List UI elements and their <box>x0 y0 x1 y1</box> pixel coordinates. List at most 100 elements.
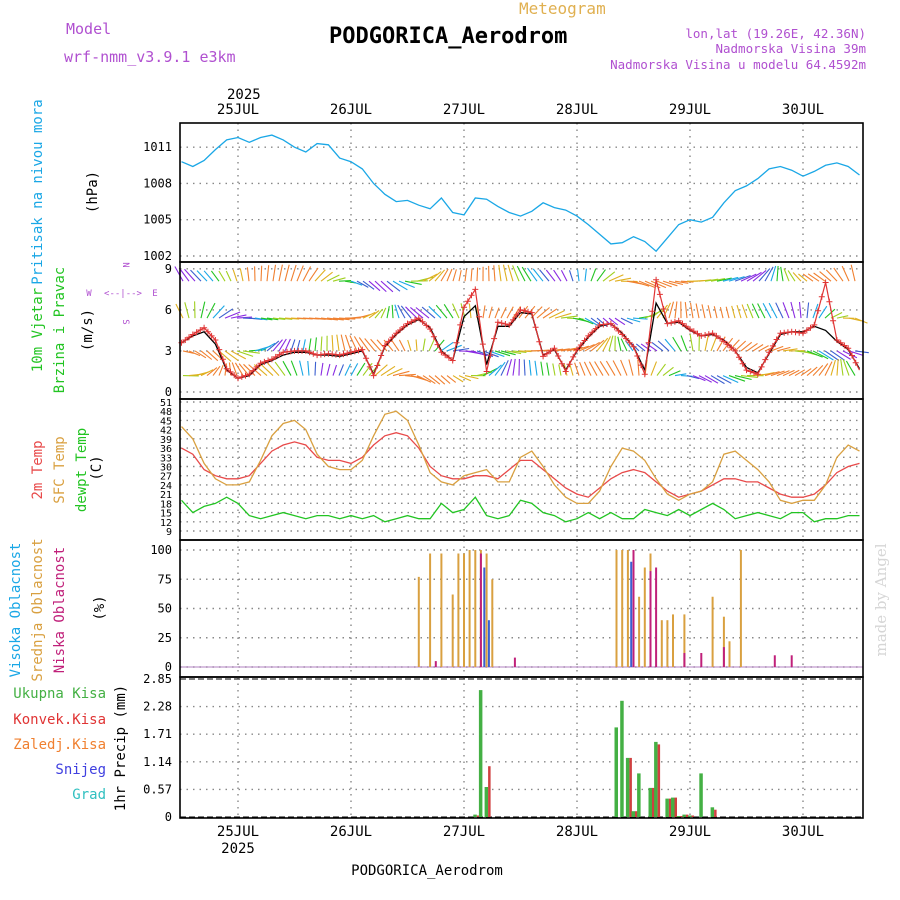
wind-speed-marker <box>378 352 385 359</box>
wind-direction-arrow <box>583 361 592 376</box>
wind-speed-marker <box>736 354 742 361</box>
wind-speed-marker <box>570 353 577 360</box>
wind-direction-arrow <box>614 317 626 326</box>
wind-direction-arrow <box>391 339 400 352</box>
precip-convective-bar <box>652 787 655 817</box>
wind-direction-arrow <box>546 362 550 376</box>
wind-direction-arrow <box>383 339 394 352</box>
wind-direction-arrow <box>182 350 194 354</box>
top-date-labels: 25JUL 26JUL 27JUL 28JUL 29JUL 30JUL <box>217 102 824 118</box>
wind-speed-marker <box>235 375 241 382</box>
wind-direction-arrow <box>746 303 754 319</box>
wind-direction-arrow <box>596 269 606 282</box>
wind-direction-arrow <box>349 335 358 352</box>
wind-speed-marker <box>498 320 505 327</box>
pressure-frame <box>179 122 864 263</box>
y-tick-label: 24 <box>160 481 172 492</box>
wind-direction-arrow <box>174 266 184 282</box>
wind-direction-arrow <box>728 339 740 352</box>
year-bottom: 2025 <box>221 841 255 857</box>
precip-total-bar <box>625 757 630 817</box>
wind-speed-marker <box>231 372 238 379</box>
wind-direction-arrow <box>502 264 508 282</box>
wind-speed-marker <box>811 321 818 328</box>
wind-direction-arrow <box>332 364 338 376</box>
wind-direction-arrow <box>212 305 225 319</box>
precip-convective-bar <box>714 809 717 817</box>
y-tick-label: 36 <box>160 444 172 455</box>
wind-direction-arrow <box>254 317 268 321</box>
wind-direction-arrow <box>628 359 634 376</box>
wind-direction-arrow <box>443 304 454 319</box>
precip-total-bar <box>682 814 686 817</box>
wind-speed-marker <box>351 348 358 355</box>
wind-direction-arrow <box>638 280 655 288</box>
wind-direction-arrow <box>206 302 216 319</box>
wind-direction-arrow <box>374 364 388 376</box>
wind-direction-arrow <box>608 317 619 326</box>
wind-speed-marker <box>348 349 354 356</box>
pressure-panel: Pritisak na nivou mora (hPa) 10021005100… <box>30 99 864 285</box>
wind-direction-arrow <box>494 361 506 376</box>
wind-direction-arrow <box>380 307 387 319</box>
wind-direction-arrow <box>224 350 239 362</box>
wind-direction-arrow <box>482 367 498 377</box>
wind-speed-marker <box>638 362 644 369</box>
wind-direction-arrow <box>813 272 826 282</box>
wind-direction-arrow <box>446 344 462 352</box>
y-tick-label: 30 <box>160 463 172 474</box>
y-tick-label: 1002 <box>143 249 172 263</box>
wind-direction-arrow <box>569 363 574 376</box>
wind-speed-marker <box>310 350 317 357</box>
wind-speed-marker <box>728 344 735 351</box>
wind-speed-marker <box>419 318 426 325</box>
wind-direction-arrow <box>845 360 856 376</box>
wind-direction-arrow <box>850 264 856 282</box>
wind-speed-marker <box>762 356 769 363</box>
wind-speed-marker <box>257 360 264 367</box>
wind-direction-arrow <box>326 363 331 376</box>
wind-direction-arrow <box>602 336 611 352</box>
wind-direction-arrow <box>752 269 767 282</box>
wind-direction-arrow <box>523 359 526 376</box>
wind-direction-arrow <box>656 304 668 319</box>
wind-direction-arrow <box>728 375 746 382</box>
wind-direction-arrow <box>332 317 350 321</box>
y-tick-label: 18 <box>160 499 172 510</box>
wind-direction-arrow <box>428 305 442 319</box>
wind-direction-arrow <box>833 267 844 282</box>
wind-direction-arrow <box>578 343 595 352</box>
wind-direction-arrow <box>200 350 213 360</box>
wind-direction-arrow <box>790 301 796 319</box>
wind-direction-arrow <box>620 317 633 325</box>
wind-direction-arrow <box>206 350 219 362</box>
y-tick-label: 6 <box>165 303 172 317</box>
precip-total-bar <box>484 787 489 817</box>
wind-speed-marker <box>189 331 196 338</box>
y-tick-label: 100 <box>150 543 172 557</box>
wind-direction-arrow <box>588 361 598 376</box>
wind-direction-arrow <box>528 360 532 376</box>
wind-direction-arrow <box>236 316 253 319</box>
wind-direction-arrow <box>476 267 479 282</box>
wind-direction-arrow <box>825 269 838 282</box>
wind-speed-marker <box>732 347 739 354</box>
wind-plot: 0 3 6 9 <box>165 262 869 399</box>
watermark: made by Angel <box>872 543 890 656</box>
wind-direction-arrow <box>274 361 286 376</box>
wind-direction-arrow <box>415 307 430 319</box>
precip-total-bar <box>473 814 477 817</box>
wind-direction-arrow <box>632 280 650 287</box>
wind-direction-arrow <box>500 350 516 356</box>
wind-speed-marker <box>483 368 490 375</box>
wind-direction-arrow <box>568 270 574 282</box>
wind-direction-arrow <box>407 339 412 352</box>
wind-direction-arrow <box>184 268 196 282</box>
wind-speed-marker <box>216 346 223 353</box>
wind-speed-marker <box>833 337 840 343</box>
wind-speed-marker <box>276 351 283 358</box>
cloud-unit: (%) <box>92 595 108 620</box>
wind-speed-marker <box>502 321 509 327</box>
wind-direction-arrow <box>446 268 453 282</box>
wind-speed-marker <box>626 339 633 346</box>
